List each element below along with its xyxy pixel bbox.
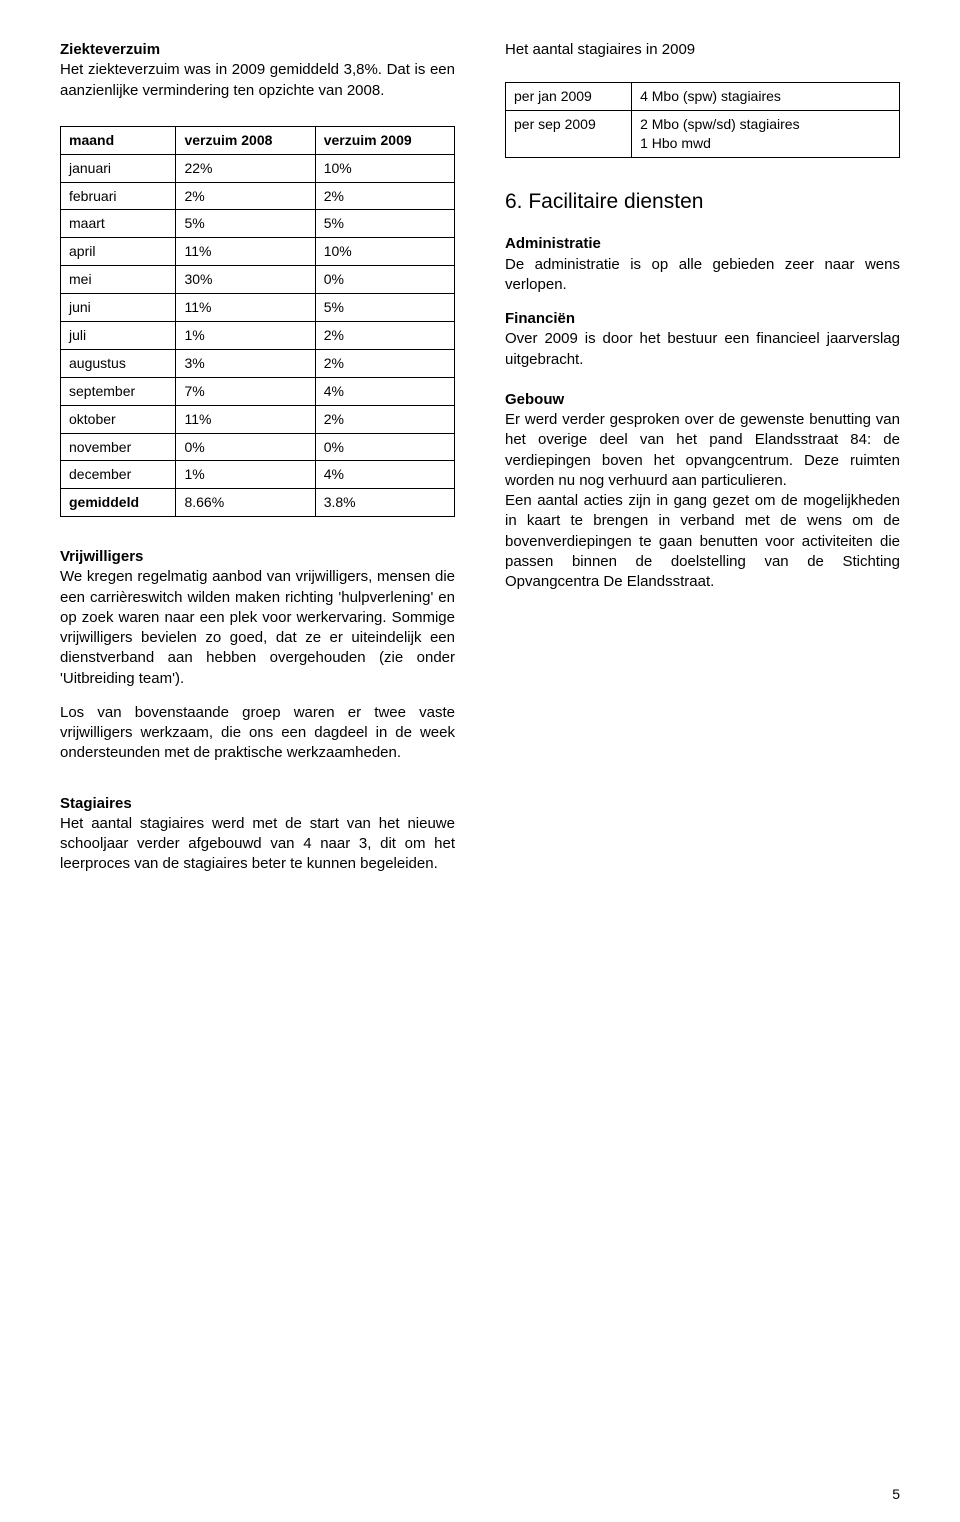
value-cell: 2% xyxy=(176,182,315,210)
building-text-1: Er werd verder gesproken over de gewenst… xyxy=(505,411,900,489)
table-row: oktober11%2% xyxy=(61,405,455,433)
value-cell: 2% xyxy=(315,321,454,349)
admin-heading: Administratie xyxy=(505,235,601,252)
section-6-title: 6. Facilitaire diensten xyxy=(505,188,900,216)
page: Ziekteverzuim Het ziekteverzuim was in 2… xyxy=(0,0,960,1522)
value-cell: 11% xyxy=(176,405,315,433)
table-row: juli1%2% xyxy=(61,321,455,349)
verzuim-table-body: januari22%10%februari2%2%maart5%5%april1… xyxy=(61,154,455,517)
table-row: februari2%2% xyxy=(61,182,455,210)
value-cell: 1% xyxy=(176,321,315,349)
value-cell: 10% xyxy=(315,238,454,266)
table-row: december1%4% xyxy=(61,461,455,489)
month-cell: oktober xyxy=(61,405,176,433)
table-row: november0%0% xyxy=(61,433,455,461)
value-cell: 3.8% xyxy=(315,489,454,517)
volunteers-paragraph-2: Los van bovenstaande groep waren er twee… xyxy=(60,703,455,764)
value-cell: 22% xyxy=(176,154,315,182)
value-cell: 2% xyxy=(315,349,454,377)
value-cell: 5% xyxy=(176,210,315,238)
month-cell: februari xyxy=(61,182,176,210)
fin-text: Over 2009 is door het bestuur een financ… xyxy=(505,330,900,367)
month-cell: maart xyxy=(61,210,176,238)
verzuim-header-2009: verzuim 2009 xyxy=(315,126,454,154)
volunteers-paragraph-1: Vrijwilligers We kregen regelmatig aanbo… xyxy=(60,547,455,689)
volunteers-text-2: Los van bovenstaande groep waren er twee… xyxy=(60,704,455,762)
right-column: Het aantal stagiaires in 2009 per jan 20… xyxy=(505,40,900,606)
building-paragraph-2: Een aantal acties zijn in gang gezet om … xyxy=(505,491,900,592)
left-column: Ziekteverzuim Het ziekteverzuim was in 2… xyxy=(60,40,455,875)
table-row: april11%10% xyxy=(61,238,455,266)
month-cell: augustus xyxy=(61,349,176,377)
value-cell: 1% xyxy=(176,461,315,489)
month-cell: gemiddeld xyxy=(61,489,176,517)
month-cell: april xyxy=(61,238,176,266)
value-cell: 4% xyxy=(315,377,454,405)
verzuim-table-head: maand verzuim 2008 verzuim 2009 xyxy=(61,126,455,154)
value-cell: 11% xyxy=(176,294,315,322)
value-cell: 10% xyxy=(315,154,454,182)
value-cell: 5% xyxy=(315,294,454,322)
month-cell: januari xyxy=(61,154,176,182)
sickleave-text: Het ziekteverzuim was in 2009 gemiddeld … xyxy=(60,61,455,98)
table-row: maart5%5% xyxy=(61,210,455,238)
period-cell: per sep 2009 xyxy=(506,111,632,158)
building-heading: Gebouw xyxy=(505,391,564,408)
value-cell: 0% xyxy=(176,433,315,461)
verzuim-header-maand: maand xyxy=(61,126,176,154)
value-cell: 7% xyxy=(176,377,315,405)
page-number: 5 xyxy=(892,1485,900,1504)
interns-paragraph: Stagiaires Het aantal stagiaires werd me… xyxy=(60,794,455,875)
table-row: per jan 20094 Mbo (spw) stagiaires xyxy=(506,83,900,111)
month-cell: mei xyxy=(61,266,176,294)
table-row: juni11%5% xyxy=(61,294,455,322)
month-cell: juni xyxy=(61,294,176,322)
building-paragraph-1: Gebouw Er werd verder gesproken over de … xyxy=(505,390,900,491)
value-cell: 5% xyxy=(315,210,454,238)
value-cell: 30% xyxy=(176,266,315,294)
sickleave-heading: Ziekteverzuim xyxy=(60,41,160,58)
fin-heading: Financiën xyxy=(505,310,575,327)
value-cell: 4% xyxy=(315,461,454,489)
value-cell: 11% xyxy=(176,238,315,266)
stag-caption: Het aantal stagiaires in 2009 xyxy=(505,40,900,60)
admin-text: De administratie is op alle gebieden zee… xyxy=(505,256,900,293)
table-row: september7%4% xyxy=(61,377,455,405)
table-row: mei30%0% xyxy=(61,266,455,294)
verzuim-table: maand verzuim 2008 verzuim 2009 januari2… xyxy=(60,126,455,517)
table-row: januari22%10% xyxy=(61,154,455,182)
value-cell: 2% xyxy=(315,182,454,210)
value-cell: 0% xyxy=(315,266,454,294)
verzuim-header-row: maand verzuim 2008 verzuim 2009 xyxy=(61,126,455,154)
value-cell: 8.66% xyxy=(176,489,315,517)
month-cell: juli xyxy=(61,321,176,349)
sickleave-paragraph: Ziekteverzuim Het ziekteverzuim was in 2… xyxy=(60,40,455,101)
count-cell: 4 Mbo (spw) stagiaires xyxy=(632,83,900,111)
table-row: per sep 20092 Mbo (spw/sd) stagiaires1 H… xyxy=(506,111,900,158)
volunteers-text-1: We kregen regelmatig aanbod van vrijwill… xyxy=(60,568,455,686)
two-column-layout: Ziekteverzuim Het ziekteverzuim was in 2… xyxy=(60,40,900,875)
admin-paragraph: Administratie De administratie is op all… xyxy=(505,234,900,295)
interns-heading: Stagiaires xyxy=(60,795,132,812)
stagiaires-table: per jan 20094 Mbo (spw) stagiairesper se… xyxy=(505,82,900,158)
volunteers-heading: Vrijwilligers xyxy=(60,548,143,565)
value-cell: 3% xyxy=(176,349,315,377)
month-cell: december xyxy=(61,461,176,489)
verzuim-header-2008: verzuim 2008 xyxy=(176,126,315,154)
count-cell: 2 Mbo (spw/sd) stagiaires1 Hbo mwd xyxy=(632,111,900,158)
value-cell: 0% xyxy=(315,433,454,461)
table-row: augustus3%2% xyxy=(61,349,455,377)
period-cell: per jan 2009 xyxy=(506,83,632,111)
value-cell: 2% xyxy=(315,405,454,433)
building-text-2: Een aantal acties zijn in gang gezet om … xyxy=(505,492,900,590)
month-cell: september xyxy=(61,377,176,405)
interns-text: Het aantal stagiaires werd met de start … xyxy=(60,815,455,873)
table-row: gemiddeld8.66%3.8% xyxy=(61,489,455,517)
month-cell: november xyxy=(61,433,176,461)
fin-paragraph: Financiën Over 2009 is door het bestuur … xyxy=(505,309,900,370)
